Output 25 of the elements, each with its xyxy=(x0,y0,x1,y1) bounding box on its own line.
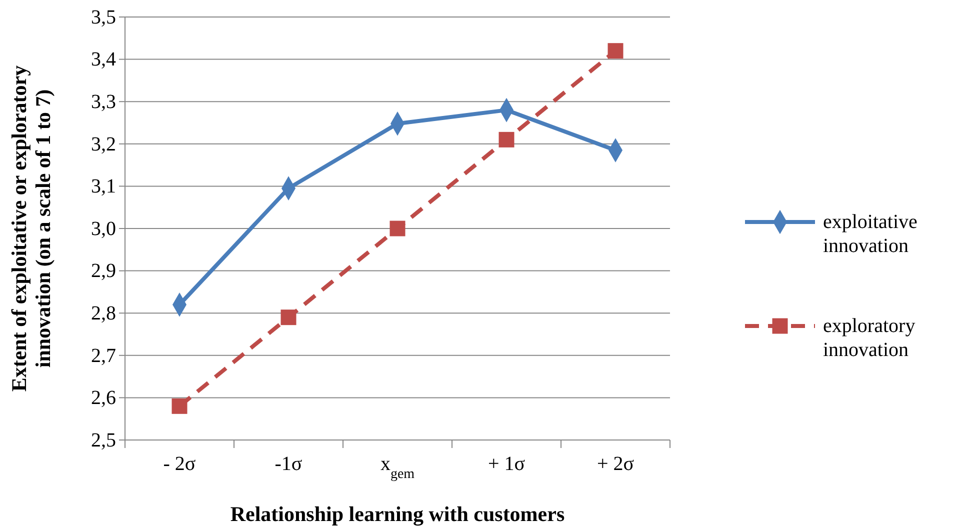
y-tick-label: 2,8 xyxy=(91,302,116,324)
y-tick-label: 2,5 xyxy=(91,429,116,452)
y-axis-title: Extent of exploitative or exploratory innovation (on a scale of 1 to 7) xyxy=(7,64,55,392)
y-tick-label: 3,4 xyxy=(91,48,116,71)
x-tick-label: x$_{gem}$ xyxy=(380,453,415,482)
x-tick-label: - 2σ xyxy=(163,453,196,475)
point xyxy=(390,220,406,236)
x-tick-label: + 2σ xyxy=(596,453,634,475)
y-tick-label: 3,5 xyxy=(91,6,116,28)
x-tick-label: -1σ xyxy=(274,453,302,475)
point xyxy=(280,310,296,326)
y-tick-label: 3,1 xyxy=(91,176,116,198)
point xyxy=(172,398,188,414)
y-tick-label: 2,6 xyxy=(91,387,116,410)
legend-label: exploitative innovation xyxy=(823,211,918,257)
point xyxy=(608,43,624,59)
y-tick-label: 2,7 xyxy=(91,344,116,367)
legend-label: exploratory innovation xyxy=(823,315,916,361)
y-tick-label: 3,3 xyxy=(91,91,116,113)
point xyxy=(498,132,514,148)
y-tick-label: 3,0 xyxy=(91,218,116,240)
x-axis-title: Relationship learning with customers xyxy=(230,502,565,526)
y-tick-label: 2,9 xyxy=(91,260,116,282)
x-tick-label: + 1σ xyxy=(488,453,526,475)
y-tick-label: 3,2 xyxy=(91,133,116,156)
